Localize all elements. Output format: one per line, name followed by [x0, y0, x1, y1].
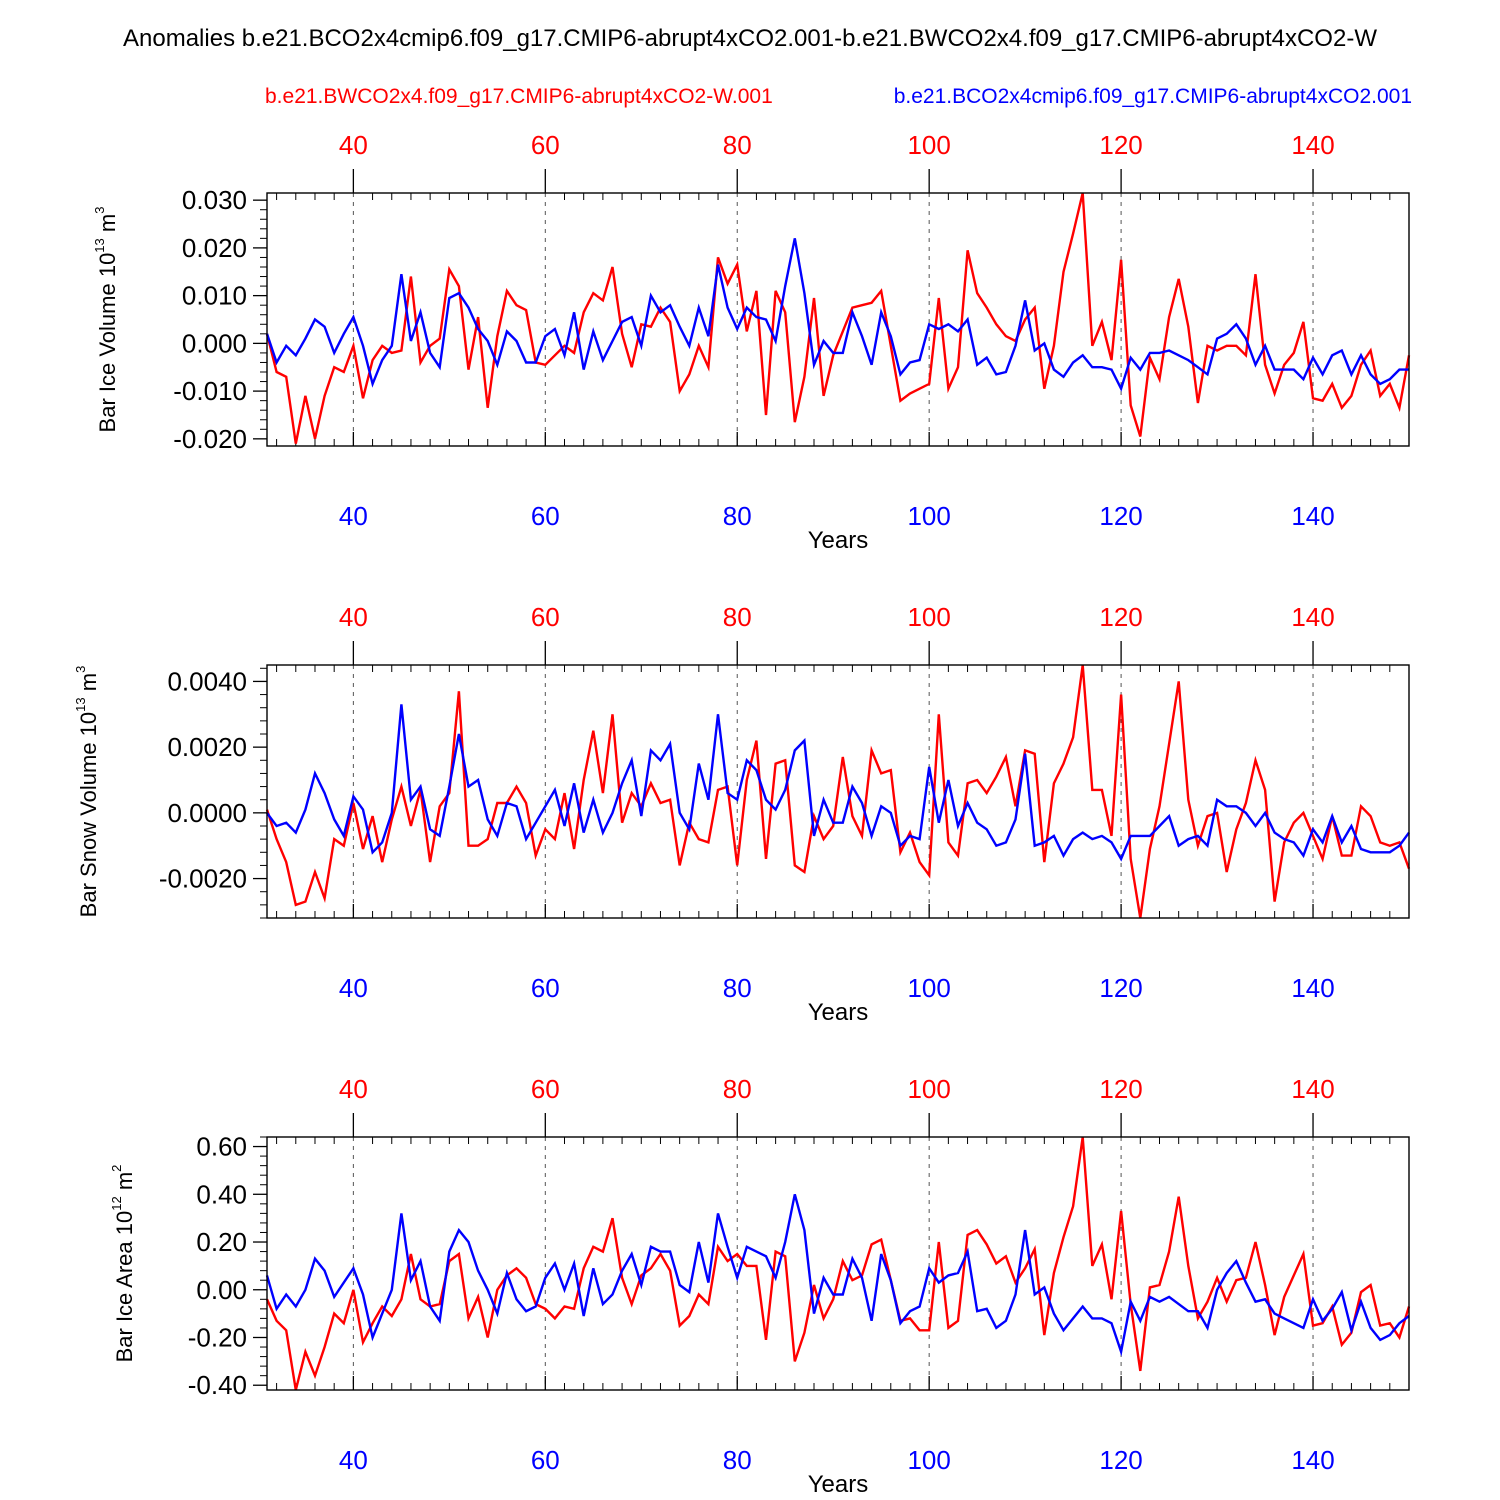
x-tick-label-top: 40	[339, 602, 368, 632]
series-line-red	[265, 1136, 1411, 1391]
y-tick-label: -0.020	[173, 424, 247, 454]
y-unit: m	[112, 1172, 137, 1196]
series-line-blue	[266, 704, 1410, 862]
y-unit-exponent: 12	[109, 1196, 124, 1210]
x-tick-label-bottom: 120	[1099, 973, 1142, 1003]
y-tick-label: -0.20	[188, 1322, 247, 1352]
x-tick-label-bottom: 60	[531, 973, 560, 1003]
x-tick-label-bottom: 140	[1291, 1445, 1334, 1475]
panel-3: 40 40 60 60 80 80 100 100 120 120 140 140 -0.40 -0.20…	[109, 1074, 1411, 1498]
x-tick-label-top: 40	[339, 130, 368, 160]
x-axis-label: Years	[808, 1471, 869, 1498]
series-line-blue	[265, 1193, 1410, 1357]
y-axis-label: Bar Snow Volume 1013 m3	[73, 666, 101, 918]
x-tick-label-top: 60	[531, 602, 560, 632]
x-tick-label-top: 120	[1099, 130, 1142, 160]
y-tick-label: -0.010	[173, 376, 247, 406]
legend-blue-label: b.e21.BCO2x4cmip6.f09_g17.CMIP6-abrupt4x…	[894, 85, 1412, 108]
y-tick-label: 0.020	[182, 233, 247, 263]
x-tick-label-top: 140	[1291, 602, 1334, 632]
y-axis-label: Bar Ice Area 1012 m2	[109, 1165, 137, 1363]
x-tick-label-top: 80	[723, 1074, 752, 1104]
x-tick-label-bottom: 100	[907, 973, 950, 1003]
panels: 40 40 60 60 80 80 100 100 120 120 140 140 -0.020 -0.0…	[73, 130, 1411, 1498]
y-tick-label: 0.0020	[167, 732, 247, 762]
x-tick-label-top: 100	[907, 130, 950, 160]
x-tick-label-bottom: 40	[339, 501, 368, 531]
series-line-blue	[265, 238, 1409, 392]
x-tick-label-bottom: 100	[907, 501, 950, 531]
x-tick-label-bottom: 80	[723, 501, 752, 531]
series-line-red	[265, 192, 1411, 444]
x-tick-label-top: 140	[1291, 1074, 1334, 1104]
x-tick-label-top: 60	[531, 130, 560, 160]
y-tick-label: -0.40	[188, 1370, 247, 1400]
x-tick-label-bottom: 120	[1099, 501, 1142, 531]
y-unit-exponent: 13	[73, 697, 88, 711]
y-tick-label: 0.20	[196, 1227, 247, 1257]
main-title: Anomalies b.e21.BCO2x4cmip6.f09_g17.CMIP…	[123, 25, 1377, 52]
y-tick-label: -0.0020	[159, 864, 247, 894]
x-tick-label-top: 40	[339, 1074, 368, 1104]
x-tick-label-bottom: 100	[907, 1445, 950, 1475]
y-tick-label: 0.0040	[167, 666, 247, 696]
y-unit-exponent: 13	[92, 238, 107, 252]
x-tick-label-bottom: 140	[1291, 501, 1334, 531]
y-tick-label: 0.000	[182, 328, 247, 358]
x-tick-label-bottom: 120	[1099, 1445, 1142, 1475]
x-tick-label-bottom: 40	[339, 1445, 368, 1475]
x-axis-label: Years	[808, 527, 869, 554]
x-tick-label-bottom: 60	[531, 1445, 560, 1475]
x-tick-label-top: 100	[907, 602, 950, 632]
x-tick-label-top: 120	[1099, 602, 1142, 632]
x-tick-label-top: 60	[531, 1074, 560, 1104]
y-tick-label: 0.0000	[167, 798, 247, 828]
x-tick-label-top: 140	[1291, 130, 1334, 160]
x-tick-label-top: 100	[907, 1074, 950, 1104]
y-tick-label: 0.00	[196, 1275, 247, 1305]
y-tick-label: 0.010	[182, 281, 247, 311]
x-tick-label-top: 80	[723, 602, 752, 632]
legend-red-label: b.e21.BWCO2x4.f09_g17.CMIP6-abrupt4xCO2-…	[265, 85, 773, 108]
y-unit-power: 2	[109, 1165, 124, 1172]
plot-frame	[266, 192, 1410, 447]
x-tick-label-bottom: 60	[531, 501, 560, 531]
x-tick-label-top: 120	[1099, 1074, 1142, 1104]
y-tick-label: 0.40	[196, 1179, 247, 1209]
panel-2: 40 40 60 60 80 80 100 100 120 120 140 140 -0.0020 0.0…	[73, 602, 1411, 1026]
y-tick-label: 0.030	[182, 185, 247, 215]
x-tick-label-bottom: 80	[723, 1445, 752, 1475]
y-tick-label: 0.60	[196, 1132, 247, 1162]
panel-1: 40 40 60 60 80 80 100 100 120 120 140 140 -0.020 -0.0…	[92, 130, 1411, 554]
x-tick-label-bottom: 140	[1291, 973, 1334, 1003]
x-axis-label: Years	[808, 999, 869, 1026]
x-tick-label-top: 80	[723, 130, 752, 160]
y-unit: m	[95, 214, 120, 238]
x-tick-label-bottom: 40	[339, 973, 368, 1003]
y-unit: m	[76, 673, 101, 697]
plot-frame	[266, 1136, 1410, 1391]
y-unit-power: 3	[92, 207, 107, 214]
x-tick-label-bottom: 80	[723, 973, 752, 1003]
series-line-red	[265, 664, 1411, 919]
y-axis-label: Bar Ice Volume 1013 m3	[92, 207, 120, 433]
plot-frame	[266, 664, 1410, 919]
y-unit-power: 3	[73, 666, 88, 673]
